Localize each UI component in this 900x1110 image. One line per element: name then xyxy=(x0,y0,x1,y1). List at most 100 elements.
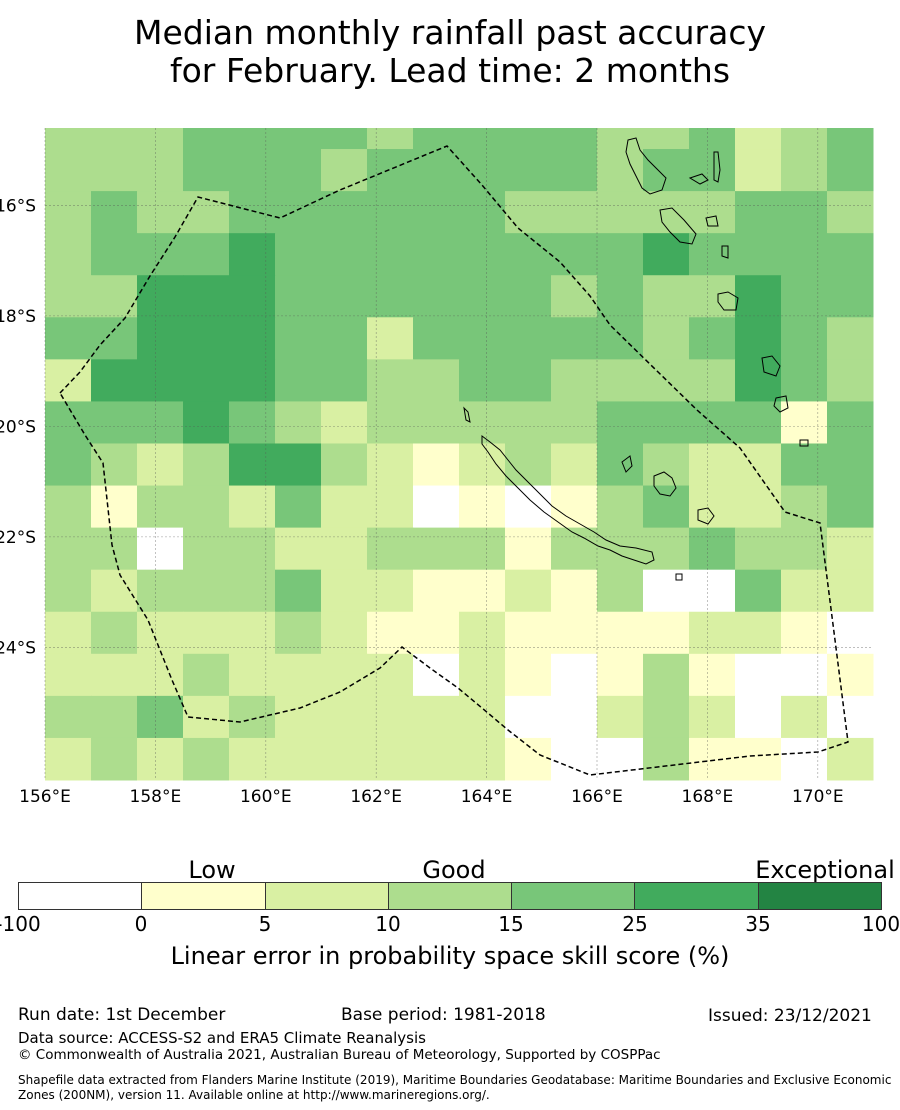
eez-boundary xyxy=(59,145,849,776)
skill-grid xyxy=(45,128,874,781)
skill-cell xyxy=(413,128,460,150)
skill-cell xyxy=(275,275,322,318)
skill-cell xyxy=(367,191,414,234)
skill-cell xyxy=(45,737,92,781)
colorbar-bar xyxy=(18,882,882,910)
skill-cell xyxy=(597,149,644,192)
skill-cell xyxy=(367,128,414,150)
skill-cell xyxy=(137,128,184,150)
skill-cell xyxy=(229,485,276,529)
x-tick-label: 168°E xyxy=(682,787,734,807)
skill-cell xyxy=(183,653,230,697)
skill-cell xyxy=(735,275,782,318)
x-axis-labels: 156°E 158°E 160°E 162°E 164°E 166°E 168°E 170°E xyxy=(19,787,844,807)
skill-cell xyxy=(321,317,368,360)
colorbar-segment xyxy=(635,883,759,909)
skill-cell xyxy=(459,611,506,655)
skill-cell xyxy=(229,149,276,192)
skill-cell xyxy=(367,569,414,613)
skill-cell xyxy=(781,737,828,781)
isle-of-pines xyxy=(675,573,683,581)
skill-cell xyxy=(45,317,92,360)
skill-cell xyxy=(91,611,138,655)
skill-cell xyxy=(183,233,230,276)
issued-date: Issued: 23/12/2021 xyxy=(708,1006,872,1026)
skill-cell xyxy=(413,569,460,613)
skill-cell xyxy=(643,401,690,444)
skill-cell xyxy=(275,485,322,529)
skill-cell xyxy=(597,317,644,360)
belep-islands xyxy=(463,406,471,423)
skill-cell xyxy=(643,695,690,739)
skill-cell xyxy=(229,611,276,655)
colorbar-category-low: Low xyxy=(188,856,236,884)
skill-cell xyxy=(781,128,828,150)
skill-cell xyxy=(367,527,414,571)
skill-cell xyxy=(137,149,184,192)
skill-cell xyxy=(91,737,138,781)
skill-cell xyxy=(735,485,782,529)
skill-cell xyxy=(505,275,552,318)
skill-cell xyxy=(91,569,138,613)
skill-cell xyxy=(735,233,782,276)
skill-cell xyxy=(505,359,552,402)
skill-cell xyxy=(275,128,322,150)
skill-cell xyxy=(321,737,368,781)
skill-cell xyxy=(321,569,368,613)
skill-cell xyxy=(91,359,138,402)
skill-cell xyxy=(91,527,138,571)
skill-cell xyxy=(735,128,782,150)
skill-cell xyxy=(597,569,644,613)
y-tick-label: 24°S xyxy=(0,638,36,658)
data-source: Data source: ACCESS-S2 and ERA5 Climate … xyxy=(18,1029,426,1047)
skill-cell xyxy=(137,443,184,487)
skill-cell xyxy=(275,443,322,487)
shapefile-credit-line-2: Zones (200NM), version 11. Available onl… xyxy=(18,1088,490,1102)
skill-cell xyxy=(137,695,184,739)
skill-cell xyxy=(321,611,368,655)
island-outlines xyxy=(463,137,809,581)
skill-cell xyxy=(827,275,874,318)
skill-cell xyxy=(643,485,690,529)
skill-cell xyxy=(91,149,138,192)
title-line-1: Median monthly rainfall past accuracy xyxy=(133,13,767,52)
skill-cell xyxy=(367,653,414,697)
skill-cell xyxy=(735,191,782,234)
tanna-island xyxy=(773,395,789,413)
skill-cell xyxy=(735,359,782,402)
skill-cell xyxy=(459,128,506,150)
graticule xyxy=(44,128,873,780)
skill-cell xyxy=(91,695,138,739)
skill-cell xyxy=(781,443,828,487)
skill-cell xyxy=(321,359,368,402)
colorbar-label: Linear error in probability space skill … xyxy=(170,942,730,970)
skill-cell xyxy=(827,191,874,234)
skill-cell xyxy=(91,191,138,234)
skill-cell xyxy=(597,737,644,781)
skill-cell xyxy=(137,527,184,571)
colorbar-tick: 0 xyxy=(134,912,148,936)
skill-cell xyxy=(827,359,874,402)
skill-cell xyxy=(551,149,598,192)
skill-cell xyxy=(183,401,230,444)
skill-cell xyxy=(643,317,690,360)
skill-cell xyxy=(689,569,736,613)
skill-cell xyxy=(45,569,92,613)
skill-cell xyxy=(551,233,598,276)
skill-cell xyxy=(321,401,368,444)
skill-cell xyxy=(781,653,828,697)
colorbar-category-exceptional: Exceptional xyxy=(755,856,895,884)
skill-cell xyxy=(321,527,368,571)
skill-cell xyxy=(597,611,644,655)
skill-cell xyxy=(275,191,322,234)
skill-cell xyxy=(91,653,138,697)
skill-cell xyxy=(45,695,92,739)
skill-cell xyxy=(781,233,828,276)
colorbar-segment xyxy=(142,883,266,909)
skill-cell xyxy=(183,359,230,402)
skill-cell xyxy=(459,527,506,571)
skill-cell xyxy=(367,695,414,739)
skill-cell xyxy=(551,569,598,613)
skill-cell xyxy=(689,317,736,360)
skill-cell xyxy=(643,737,690,781)
